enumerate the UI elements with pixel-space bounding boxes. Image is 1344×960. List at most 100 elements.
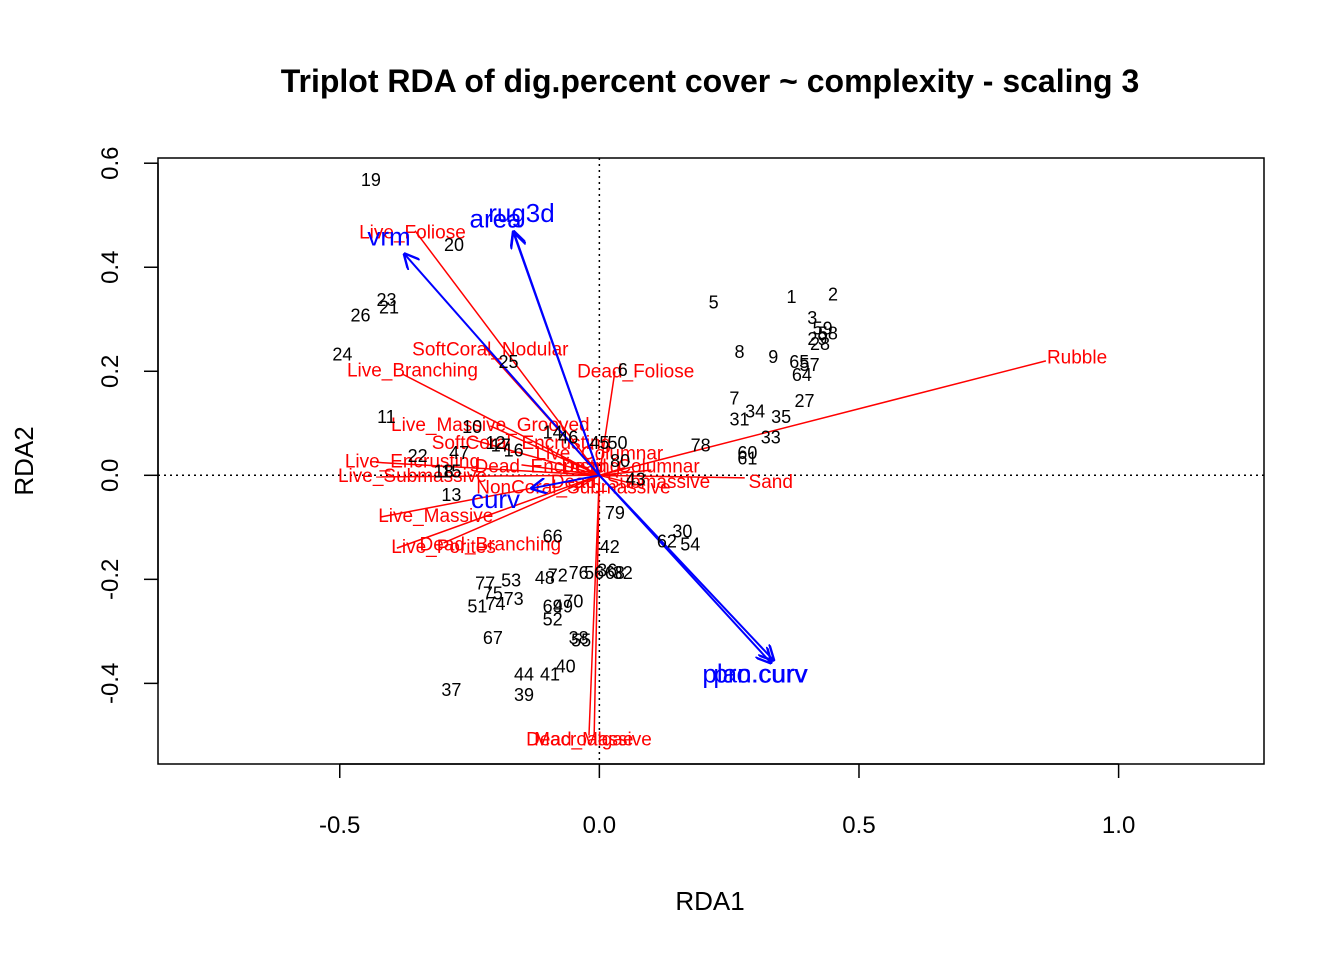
species-arrow-live-massive-grooved (490, 425, 600, 476)
site-label-68: 68 (605, 563, 625, 583)
site-label-48: 48 (535, 568, 555, 588)
species-label-noncoral-submassive: NonCoral_Submassive (476, 477, 670, 498)
site-label-56: 56 (584, 563, 604, 583)
species-arrow-dead-branching (443, 474, 600, 544)
site-label-79: 79 (605, 503, 625, 523)
env-arrow-pro-curv (598, 474, 770, 662)
site-label-10: 10 (462, 417, 482, 437)
chart-title: Triplot RDA of dig.percent cover ~ compl… (281, 63, 1140, 99)
species-label-live-massive: Live_Massive (378, 506, 493, 527)
site-label-49: 49 (553, 597, 573, 617)
site-label-43: 43 (626, 469, 646, 489)
site-label-40: 40 (556, 657, 576, 677)
site-label-21: 21 (379, 298, 399, 318)
species-arrows: Live_Foliose SoftCoral_NodularLive_Branch… (338, 222, 1107, 750)
site-label-76: 76 (569, 563, 589, 583)
site-label-61: 61 (737, 448, 757, 468)
y-axis: -0.4 -0.2 0.0 0.2 0.4 0.6 (97, 147, 159, 704)
species-arrow-macroalgae (588, 475, 601, 736)
site-label-28: 28 (810, 334, 830, 354)
site-label-12: 12 (485, 433, 505, 453)
site-label-45: 45 (589, 433, 609, 453)
site-label-72: 72 (548, 565, 568, 585)
site-label-67: 67 (483, 628, 503, 648)
site-label-57: 57 (800, 355, 820, 375)
x-tick-label: 0.0 (583, 812, 616, 839)
site-label-54: 54 (680, 534, 700, 554)
species-label-dead-branching: Dead_Branching (420, 535, 562, 556)
site-label-66: 66 (543, 526, 563, 546)
env-arrow-rug3d (514, 232, 601, 476)
site-label-53: 53 (501, 571, 521, 591)
env-arrow-curv (532, 474, 600, 488)
species-arrow-live-submassive (376, 474, 600, 478)
y-tick-label: 0.4 (97, 251, 124, 284)
y-tick-label: 0.6 (97, 147, 124, 180)
species-label-rubble: Rubble (1047, 347, 1107, 368)
site-label-8: 8 (735, 342, 745, 362)
site-label-37: 37 (441, 680, 461, 700)
site-label-65: 65 (789, 352, 809, 372)
site-label-50: 50 (608, 433, 628, 453)
site-label-19: 19 (361, 170, 381, 190)
site-label-1: 1 (786, 287, 796, 307)
site-label-64: 64 (792, 365, 812, 385)
site-label-60: 60 (737, 443, 757, 463)
species-arrow-live-columnar (599, 466, 626, 477)
species-label-live-massive-grooved: Live_Massive_Grooved (391, 415, 590, 436)
site-label-13: 13 (441, 485, 461, 505)
site-label-23: 23 (376, 290, 396, 310)
site-label-75: 75 (483, 584, 503, 604)
species-arrow-rubble (599, 360, 1047, 477)
site-label-69: 69 (543, 597, 563, 617)
species-label-live-submassive: Live_Submassive (338, 466, 487, 487)
site-label-22: 22 (408, 446, 428, 466)
y-axis-label: RDA2 (9, 426, 39, 495)
site-label-80: 80 (610, 451, 630, 471)
site-label-2: 2 (828, 285, 838, 305)
site-label-31: 31 (730, 409, 750, 429)
species-label-live-encrusting: Live_Encrusting (345, 451, 480, 472)
site-label-6: 6 (618, 360, 628, 380)
site-label-39: 39 (514, 685, 534, 705)
env-label-rug3d: rug3d (488, 198, 555, 228)
species-label-live-branching: Live_Branching (347, 360, 478, 381)
species-arrow-live-porites (396, 474, 600, 549)
site-label-55: 55 (571, 631, 591, 651)
site-label-27: 27 (794, 391, 814, 411)
reference-lines (158, 158, 1264, 764)
species-arrow-sand (599, 474, 745, 479)
site-label-3: 3 (807, 308, 817, 328)
site-label-35: 35 (771, 407, 791, 427)
site-label-33: 33 (761, 428, 781, 448)
species-label-live-columnar: Live_Columnar (535, 444, 663, 465)
site-label-24: 24 (332, 344, 352, 364)
y-tick-label: 0.2 (97, 355, 124, 388)
site-label-18: 18 (434, 461, 454, 481)
x-axis: -0.5 0.0 0.5 1.0 (319, 763, 1135, 839)
site-label-30: 30 (672, 521, 692, 541)
y-tick-label: -0.4 (97, 663, 124, 704)
site-label-70: 70 (563, 591, 583, 611)
site-label-20: 20 (444, 235, 464, 255)
species-arrow-softcoral-encrusting (469, 438, 600, 477)
species-label-softcoral-nodular: SoftCoral_Nodular (412, 339, 569, 360)
site-label-44: 44 (514, 664, 534, 684)
site-label-9: 9 (768, 347, 778, 367)
site-label-32: 32 (613, 563, 633, 583)
site-label-47: 47 (449, 443, 469, 463)
species-arrow-dead-encrusting (521, 464, 600, 477)
species-arrow-dead-submassive (599, 474, 642, 487)
site-label-73: 73 (504, 589, 524, 609)
site-label-58: 58 (818, 324, 838, 344)
species-label-macroalgae: Macroalgae (534, 730, 633, 751)
species-label-dead-encrusting: Dead_Encrusting (475, 457, 621, 478)
species-label-dead-foliose: Dead_Foliose (577, 361, 694, 382)
species-arrow-dead-massive (593, 475, 601, 736)
site-label-29: 29 (807, 329, 827, 349)
site-label-38: 38 (569, 628, 589, 648)
site-label-46: 46 (558, 428, 578, 448)
site-label-51: 51 (467, 597, 487, 617)
